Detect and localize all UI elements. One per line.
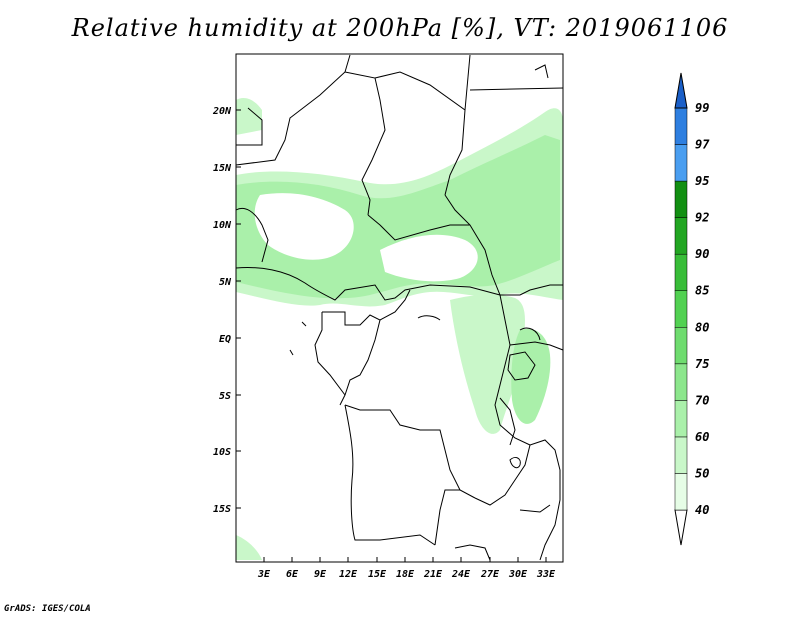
colorbar-label: 99 bbox=[695, 101, 709, 115]
lat-label: 5S bbox=[219, 391, 231, 402]
lon-label: 3E bbox=[257, 569, 271, 580]
lon-label: 21E bbox=[423, 569, 443, 580]
lat-label: 15N bbox=[213, 163, 232, 174]
colorbar-min-arrow bbox=[674, 509, 688, 546]
lat-label: 10N bbox=[213, 220, 232, 231]
lon-label: 15E bbox=[368, 569, 387, 580]
colorbar-max-arrow bbox=[674, 72, 688, 109]
lon-label: 27E bbox=[480, 569, 500, 580]
colorbar-label: 90 bbox=[695, 247, 709, 261]
lon-label: 24E bbox=[451, 569, 471, 580]
map-title: Relative humidity at 200hPa [%], VT: 201… bbox=[71, 14, 729, 42]
colorbar-segment bbox=[674, 363, 688, 401]
colorbar-label: 95 bbox=[695, 174, 709, 188]
colorbar-segment bbox=[674, 436, 688, 474]
colorbar-label: 40 bbox=[695, 503, 709, 517]
lat-label: 15S bbox=[213, 504, 231, 515]
colorbar-segment bbox=[674, 327, 688, 365]
colorbar-label: 85 bbox=[695, 284, 709, 298]
colorbar-segment bbox=[674, 400, 688, 438]
lon-label: 6E bbox=[286, 569, 299, 580]
lon-label: 33E bbox=[536, 569, 556, 580]
lat-label: 10S bbox=[213, 447, 231, 458]
lon-label: 12E bbox=[339, 569, 358, 580]
lat-label: 5N bbox=[219, 277, 232, 288]
lon-label: 18E bbox=[396, 569, 415, 580]
colorbar-label: 80 bbox=[695, 320, 709, 334]
colorbar-segment bbox=[674, 180, 688, 218]
colorbar-label: 75 bbox=[695, 357, 709, 371]
colorbar-segment bbox=[674, 107, 688, 145]
colorbar-label: 50 bbox=[695, 466, 709, 480]
colorbar-label: 92 bbox=[695, 211, 709, 225]
lat-label: EQ bbox=[219, 334, 231, 345]
humidity-shading bbox=[236, 98, 563, 560]
lon-label: 9E bbox=[314, 569, 327, 580]
colorbar-segment bbox=[674, 473, 688, 511]
latitude-axis: 20N 15N 10N 5N EQ 5S 10S 15S bbox=[212, 106, 241, 515]
colorbar-segment bbox=[674, 144, 688, 182]
longitude-axis: 3E 6E 9E 12E 15E 18E 21E 24E 27E 30E 33E bbox=[257, 557, 556, 580]
colorbar-label: 97 bbox=[695, 138, 710, 152]
lat-label: 20N bbox=[212, 106, 232, 117]
colorbar-segment bbox=[674, 253, 688, 291]
map-frame bbox=[235, 53, 564, 563]
colorbar-segment bbox=[674, 290, 688, 328]
lon-label: 30E bbox=[508, 569, 528, 580]
colorbar-segment bbox=[674, 217, 688, 255]
country-borders bbox=[235, 54, 564, 561]
credit-label: GrADS: IGES/COLA bbox=[4, 604, 91, 614]
colorbar-label: 60 bbox=[695, 430, 709, 444]
colorbar: 40 50 60 70 75 80 85 90 92 95 97 99 bbox=[674, 72, 710, 546]
colorbar-label: 70 bbox=[695, 393, 709, 407]
